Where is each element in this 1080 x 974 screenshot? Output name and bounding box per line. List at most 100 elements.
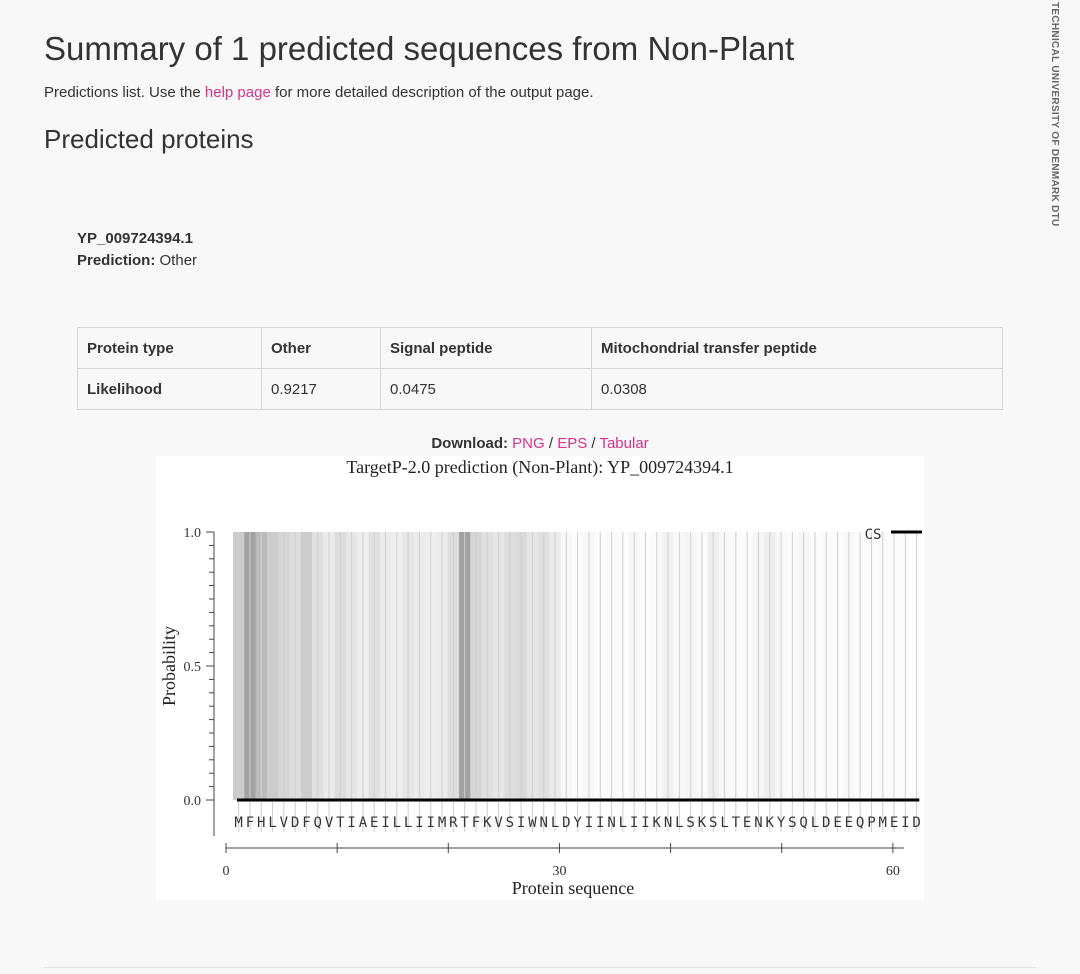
legend-cs-label: CS xyxy=(865,527,882,543)
sequence-residue: R xyxy=(449,815,458,831)
y-tick-label: 1.0 xyxy=(184,526,202,541)
y-axis-title: Probability xyxy=(159,626,179,706)
sequence-residue: L xyxy=(393,815,401,831)
sequence-residue: I xyxy=(901,815,909,831)
intro-prefix: Predictions list. Use the xyxy=(44,84,205,101)
sequence-residue: S xyxy=(788,815,796,831)
sequence-residue: N xyxy=(607,815,615,831)
sequence-residue: F xyxy=(246,815,254,831)
sequence-residue: L xyxy=(268,815,276,831)
sequence-residue: M xyxy=(879,815,887,831)
sequence-residue: K xyxy=(653,815,662,831)
sequence-residue: L xyxy=(619,815,627,831)
sequence-residue: V xyxy=(325,815,334,831)
sequence-residue: I xyxy=(415,815,423,831)
likelihood-table: Protein type Other Signal peptide Mitoch… xyxy=(77,327,1003,410)
sequence-residue: D xyxy=(912,815,920,831)
sequence-residue: Y xyxy=(573,815,582,831)
sequence-residue: N xyxy=(540,815,548,831)
sequence-residue: E xyxy=(845,815,853,831)
sequence-residue: Q xyxy=(856,815,864,831)
sequence-residue: N xyxy=(754,815,762,831)
sequence-residue: K xyxy=(698,815,707,831)
chart-title: TargetP-2.0 prediction (Non-Plant): YP_0… xyxy=(346,457,733,478)
sequence-residue: P xyxy=(867,815,875,831)
table-header-cell: Protein type xyxy=(77,327,262,369)
prediction-line: Prediction: Other xyxy=(77,252,197,269)
sequence-residue: S xyxy=(506,815,514,831)
sequence-residue: I xyxy=(585,815,593,831)
sequence-residue: D xyxy=(822,815,830,831)
sequence-residue: Y xyxy=(777,815,786,831)
sequence-residue: I xyxy=(381,815,389,831)
sequence-residue: I xyxy=(427,815,435,831)
download-tabular-link[interactable]: Tabular xyxy=(599,435,649,452)
download-separator: / xyxy=(591,435,596,452)
sequence-residue: E xyxy=(743,815,751,831)
sequence-residue: H xyxy=(257,815,265,831)
x-axis-title: Protein sequence xyxy=(512,878,634,898)
table-row: Likelihood 0.9217 0.0475 0.0308 xyxy=(77,368,1003,410)
help-page-link[interactable]: help page xyxy=(204,84,271,101)
sequence-residue: Q xyxy=(799,815,807,831)
sequence-residue: E xyxy=(890,815,898,831)
sequence-residue: N xyxy=(664,815,672,831)
sequence-residue: T xyxy=(336,815,345,831)
sequence-residue: L xyxy=(811,815,819,831)
sequence-residue: L xyxy=(720,815,728,831)
page-title: Summary of 1 predicted sequences from No… xyxy=(44,30,795,67)
prediction-chart: TargetP-2.0 prediction (Non-Plant): YP_0… xyxy=(156,456,924,900)
sequence-residue: I xyxy=(347,815,355,831)
sequence-residue: D xyxy=(291,815,299,831)
sequence-residue: V xyxy=(280,815,289,831)
footer-divider xyxy=(44,967,1036,968)
sequence-residue: D xyxy=(562,815,570,831)
download-label: Download: xyxy=(431,435,508,452)
sequence-residue: F xyxy=(302,815,310,831)
protein-id: YP_009724394.1 xyxy=(77,230,193,247)
sequence-residue: L xyxy=(551,815,559,831)
sequence-residue: E xyxy=(370,815,378,831)
intro-text: Predictions list. Use the help page for … xyxy=(44,84,594,101)
sequence-residue: S xyxy=(709,815,717,831)
sequence-residue: I xyxy=(630,815,638,831)
y-tick-label: 0.0 xyxy=(184,794,202,809)
y-tick-label: 0.5 xyxy=(184,660,202,675)
sequence-residue: L xyxy=(404,815,412,831)
table-header-cell: Other xyxy=(261,327,381,369)
table-header-cell: Mitochondrial transfer peptide xyxy=(591,327,1003,369)
sequence-residue: I xyxy=(596,815,604,831)
sequence-residue: A xyxy=(359,815,368,831)
sequence-residue: Q xyxy=(314,815,322,831)
intro-suffix: for more detailed description of the out… xyxy=(270,84,594,101)
table-header-row: Protein type Other Signal peptide Mitoch… xyxy=(77,327,1003,369)
table-header-cell: Signal peptide xyxy=(380,327,592,369)
download-bar: Download: PNG / EPS / Tabular xyxy=(0,435,1080,452)
sequence-residue: M xyxy=(234,815,242,831)
prediction-chart-svg: TargetP-2.0 prediction (Non-Plant): YP_0… xyxy=(159,457,923,898)
table-cell: 0.0308 xyxy=(591,368,1003,410)
sequence-residue: S xyxy=(686,815,694,831)
sequence-residue: K xyxy=(483,815,492,831)
x-tick-label: 60 xyxy=(886,864,900,879)
x-tick-label: 0 xyxy=(223,864,230,879)
sequence-residue: I xyxy=(517,815,525,831)
download-eps-link[interactable]: EPS xyxy=(557,435,588,452)
download-separator: / xyxy=(548,435,554,452)
table-row-header: Likelihood xyxy=(77,368,262,410)
sequence-residue: I xyxy=(641,815,649,831)
dtu-brand-text: TECHNICAL UNIVERSITY OF DENMARK DTU xyxy=(1049,2,1060,227)
section-title: Predicted proteins xyxy=(44,124,254,154)
x-tick-label: 30 xyxy=(552,864,566,879)
sequence-residue: E xyxy=(833,815,841,831)
sequence-residue: L xyxy=(675,815,683,831)
sequence-residue: V xyxy=(494,815,503,831)
sequence-residue: K xyxy=(766,815,775,831)
table-cell: 0.0475 xyxy=(380,368,592,410)
sequence-residue: T xyxy=(732,815,741,831)
sequence-residue: M xyxy=(438,815,446,831)
prediction-value: Other xyxy=(159,252,198,269)
prediction-label: Prediction: xyxy=(77,252,156,269)
download-png-link[interactable]: PNG xyxy=(512,435,545,452)
sequence-residue: F xyxy=(472,815,480,831)
